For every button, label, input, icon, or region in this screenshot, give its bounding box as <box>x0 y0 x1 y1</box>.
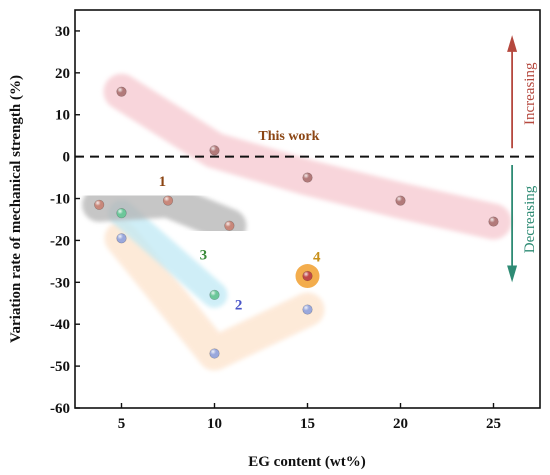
y-tick-label: -30 <box>50 275 70 291</box>
x-tick-label: 15 <box>300 416 315 432</box>
data-point-highlight <box>209 145 220 156</box>
decreasing-arrow-head <box>507 265 518 283</box>
x-tick-label: 20 <box>393 416 408 432</box>
band-series-3 <box>108 200 228 308</box>
x-tick-label: 25 <box>486 416 501 432</box>
data-point-highlight <box>488 216 499 227</box>
trend-arrows: Increasing Decreasing <box>507 35 538 283</box>
data-point-highlight <box>116 208 127 218</box>
data-point-highlight <box>209 290 220 300</box>
increasing-label: Increasing <box>522 62 538 125</box>
data-point-highlight <box>116 86 127 97</box>
y-tick-label: -60 <box>50 401 70 417</box>
y-tick-label: 30 <box>55 24 70 40</box>
y-tick-label: 0 <box>63 150 71 166</box>
y-axis-title: Variation rate of mechanical strength (%… <box>8 75 24 343</box>
series-label-2: 2 <box>235 298 243 314</box>
decreasing-label: Decreasing <box>522 185 538 253</box>
data-point-highlight <box>94 200 104 210</box>
data-point-highlight <box>116 233 127 244</box>
data-point-highlight <box>302 304 313 315</box>
axis-ticks: 5 10 15 20 25 -60 -50 -40 -30 -20 -10 0 10 20 30 <box>50 24 501 432</box>
data-point-highlight <box>395 195 406 206</box>
y-tick-label: -40 <box>50 317 70 333</box>
increasing-arrow-head <box>507 35 518 52</box>
y-tick-label: 10 <box>55 108 70 124</box>
data-point-highlight <box>209 348 220 359</box>
data-point-highlight <box>302 271 313 281</box>
series-label-1: 1 <box>159 174 167 190</box>
series-label-3: 3 <box>200 247 208 263</box>
data-point-highlight <box>302 172 313 183</box>
y-tick-label: 20 <box>55 66 70 82</box>
y-tick-label: -20 <box>50 233 70 249</box>
series-label-0: This work <box>258 129 319 144</box>
y-tick-label: -50 <box>50 359 70 375</box>
y-tick-label: -10 <box>50 192 70 208</box>
x-axis-title: EG content (wt%) <box>248 454 365 470</box>
x-tick-label: 5 <box>118 416 126 432</box>
x-tick-label: 10 <box>207 416 222 432</box>
data-point-highlight <box>163 195 173 206</box>
series-labels: This work 1 2 3 4 <box>159 129 321 314</box>
data-points <box>94 86 499 359</box>
data-point-highlight <box>224 220 235 231</box>
series-label-4: 4 <box>313 249 321 265</box>
